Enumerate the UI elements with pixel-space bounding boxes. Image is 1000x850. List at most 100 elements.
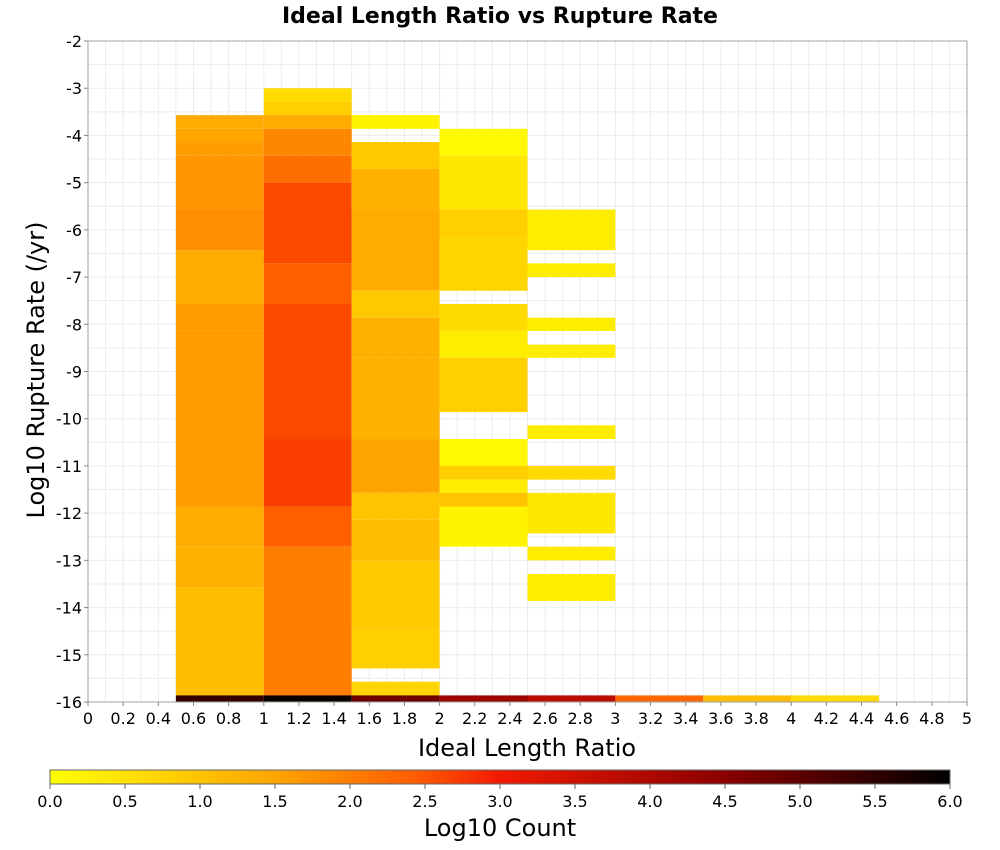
heatmap-cell (175, 303, 264, 331)
x-tick-label: 4.4 (849, 709, 874, 728)
heatmap-cell (263, 155, 352, 183)
x-tick-label: 2 (435, 709, 445, 728)
x-tick-label: 4.6 (884, 709, 909, 728)
x-tick-label: 3 (610, 709, 620, 728)
heatmap-cell (175, 587, 264, 642)
heatmap-cell (175, 330, 264, 440)
heatmap-cell (439, 492, 528, 507)
heatmap-cell (439, 695, 528, 702)
y-tick-label: -11 (56, 457, 82, 476)
heatmap-cell (175, 115, 264, 129)
colorbar-ticks: 0.0 0.5 1.0 1.5 2.0 2.5 3.0 3.5 4.0 4.5 5.0 5.5 6.0 (37, 784, 963, 811)
heatmap-cell (175, 641, 264, 696)
x-tick-label: 0.2 (110, 709, 135, 728)
heatmap-cell (175, 250, 264, 304)
heatmap-cell (175, 546, 264, 588)
y-tick-label: -9 (66, 363, 82, 382)
x-axis-label: Ideal Length Ratio (418, 734, 636, 762)
colorbar-tick-label: 3.0 (487, 792, 512, 811)
y-tick-label: -15 (56, 646, 82, 665)
x-tick-label: 3.2 (638, 709, 663, 728)
heatmap-cell (175, 209, 264, 251)
heatmap-cell (439, 303, 528, 331)
heatmap-cell (439, 330, 528, 358)
heatmap-cell (439, 357, 528, 413)
y-tick-label: -2 (66, 32, 82, 51)
chart-title: Ideal Length Ratio vs Rupture Rate (282, 4, 718, 29)
heatmap-cell (175, 142, 264, 156)
y-tick-label: -16 (56, 693, 82, 712)
x-tick-label: 1.6 (357, 709, 382, 728)
x-axis-ticks: 0 0.2 0.4 0.6 0.8 1 1.2 1.4 1.6 1.8 2 2.2 2.4 2.6 2.8 3… (83, 702, 972, 728)
x-tick-label: 0.8 (216, 709, 241, 728)
heatmap-cell (263, 439, 352, 507)
colorbar-tick-label: 6.0 (937, 792, 962, 811)
heatmap-cell (439, 209, 528, 237)
heatmap-cell (527, 546, 616, 561)
colorbar-tick-label: 0.5 (112, 792, 137, 811)
y-tick-label: -3 (66, 79, 82, 98)
y-axis-label: Log10 Rupture Rate (/yr) (22, 222, 50, 519)
colorbar-tick-label: 2.5 (412, 792, 437, 811)
heatmap-cell (351, 115, 440, 129)
heatmap-cell (527, 344, 616, 358)
heatmap-cell (527, 209, 616, 251)
x-tick-label: 1.8 (392, 709, 417, 728)
heatmap-cell (351, 492, 440, 520)
x-tick-label: 2.4 (497, 709, 522, 728)
heatmap-cell (527, 574, 616, 601)
x-tick-label: 0.6 (181, 709, 206, 728)
heatmap-cell (351, 627, 440, 669)
heatmap-cell (527, 492, 616, 534)
heatmap-cell (351, 357, 440, 440)
heatmap-cell (175, 506, 264, 547)
y-tick-label: -4 (66, 126, 82, 145)
heatmap-cell (703, 695, 792, 702)
heatmap-cell (615, 695, 704, 702)
heatmap-cell (263, 182, 352, 264)
y-tick-label: -6 (66, 221, 82, 240)
y-tick-label: -7 (66, 268, 82, 287)
colorbar-tick-label: 4.0 (637, 792, 662, 811)
x-tick-label: 4.8 (919, 709, 944, 728)
x-tick-label: 4 (786, 709, 796, 728)
colorbar (49, 769, 951, 785)
heatmap-cell (439, 479, 528, 493)
x-tick-label: 2.2 (462, 709, 487, 728)
colorbar-tick-label: 1.5 (262, 792, 287, 811)
heatmap-cell (439, 506, 528, 547)
heatmap-cell (263, 506, 352, 547)
heatmap-cell (351, 519, 440, 561)
heatmap-cell (527, 425, 616, 440)
heatmap-cell (527, 695, 616, 702)
heatmap-cell (351, 439, 440, 493)
heatmap-cell (527, 263, 616, 278)
y-tick-label: -5 (66, 174, 82, 193)
heatmap-cell (351, 142, 440, 169)
y-tick-label: -14 (56, 599, 82, 618)
heatmap-cell (351, 695, 440, 702)
heatmap-cell (527, 317, 616, 331)
heatmap-cell (351, 560, 440, 628)
heatmap-cell (263, 88, 352, 102)
heatmap-cell (263, 263, 352, 304)
x-tick-label: 0.4 (146, 709, 171, 728)
x-tick-label: 3.6 (708, 709, 733, 728)
heatmap-cell (175, 439, 264, 507)
colorbar-tick-label: 2.0 (337, 792, 362, 811)
colorbar-tick-label: 5.5 (862, 792, 887, 811)
heatmap-cells (175, 88, 880, 702)
y-tick-label: -13 (56, 551, 82, 570)
heatmap-cell (175, 128, 264, 143)
heatmap-cell (263, 115, 352, 129)
colorbar-tick-label: 5.0 (787, 792, 812, 811)
y-axis-ticks: -2 -3 -4 -5 -6 -7 -8 -9 -10 -11 -12 -13 -14 -15 -16 (56, 32, 88, 712)
x-tick-label: 3.4 (673, 709, 698, 728)
heatmap-cell (439, 439, 528, 466)
colorbar-tick-label: 4.5 (712, 792, 737, 811)
heatmap-cell (351, 681, 440, 696)
heatmap-cell (351, 290, 440, 318)
heatmap-cell (175, 155, 264, 210)
heatmap-cell (263, 695, 352, 702)
